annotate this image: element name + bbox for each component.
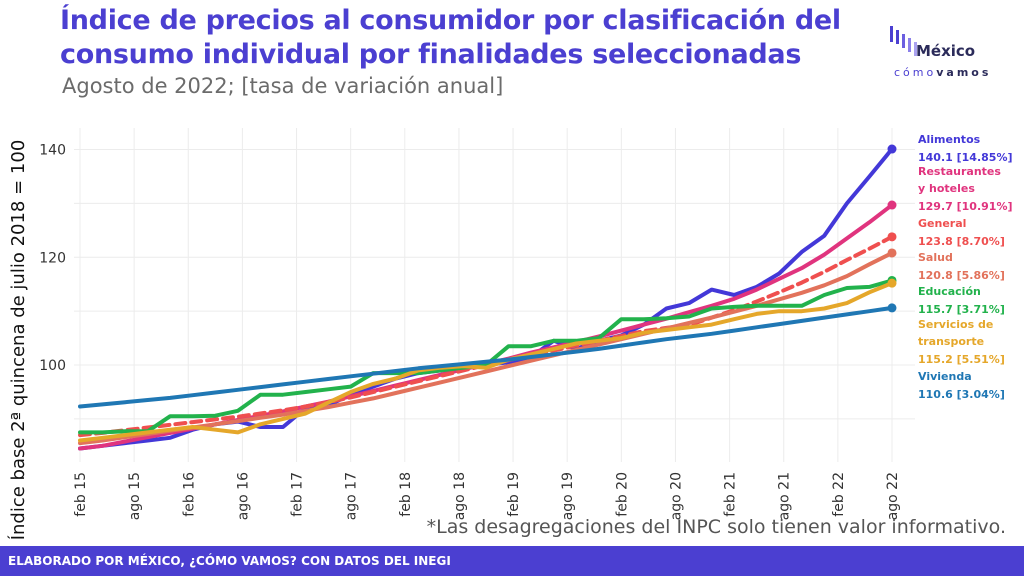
- x-tick-label: ago 16: [235, 472, 251, 520]
- series-end-point: [887, 200, 897, 210]
- y-axis-label: Índice base 2ª quincena de julio 2018 = …: [7, 140, 29, 541]
- x-tick-label: feb 15: [73, 472, 89, 517]
- series-end-point: [887, 303, 897, 313]
- x-tick-label: feb 20: [614, 472, 630, 517]
- series-line: [78, 278, 894, 435]
- series-line: [78, 305, 894, 409]
- series-end-point: [887, 232, 897, 242]
- series-end-point: [887, 278, 897, 288]
- series-value-label: 110.6 [3.04%]: [918, 388, 1005, 401]
- series-name-label: transporte: [918, 335, 984, 348]
- series-name-label: Alimentos: [918, 133, 981, 146]
- x-tick-label: feb 21: [723, 472, 739, 517]
- series-name-label: Servicios de: [918, 318, 993, 331]
- series-end-point: [887, 248, 897, 258]
- series-name-label: y hoteles: [918, 182, 975, 195]
- logo-name: México: [916, 42, 976, 60]
- series-line: [78, 147, 894, 451]
- x-tick-label: feb 22: [831, 472, 847, 517]
- y-tick-label: 100: [39, 358, 66, 374]
- series-value-label: 129.7 [10.91%]: [918, 200, 1013, 213]
- x-tick-label: ago 19: [560, 472, 576, 520]
- series-name-label: Salud: [918, 251, 953, 264]
- chart-subtitle: Agosto de 2022; [tasa de variación anual…: [62, 74, 504, 98]
- chart-title: Índice de precios al consumidor por clas…: [60, 5, 841, 70]
- footer-credit: ELABORADO POR MÉXICO, ¿CÓMO VAMOS? CON D…: [8, 554, 451, 568]
- x-tick-label: ago 21: [777, 472, 793, 520]
- footer-bar: ELABORADO POR MÉXICO, ¿CÓMO VAMOS? CON D…: [0, 546, 1024, 576]
- series-line: [78, 281, 894, 443]
- x-tick-label: ago 20: [668, 472, 684, 520]
- series-name-label: General: [918, 217, 966, 230]
- series-value-label: 115.2 [5.51%]: [918, 353, 1005, 366]
- bars-icon: [890, 26, 917, 56]
- series-end-point: [887, 144, 897, 154]
- x-tick-label: feb 17: [290, 472, 306, 517]
- y-tick-label: 140: [39, 143, 66, 159]
- series-value-label: 120.8 [5.86%]: [918, 269, 1005, 282]
- logo-tagline: cómovamos: [894, 66, 991, 79]
- x-tick-label: ago 18: [452, 472, 468, 520]
- footnote: *Las desagregaciones del INPC solo tiene…: [426, 516, 1006, 538]
- x-tick-label: ago 17: [344, 472, 360, 520]
- x-tick-label: feb 19: [506, 472, 522, 517]
- x-tick-label: ago 22: [885, 472, 901, 520]
- y-tick-label: 120: [39, 250, 66, 266]
- mexico-como-vamos-logo: México cómovamos: [880, 24, 1010, 84]
- series-name-label: Restaurantes: [918, 165, 1001, 178]
- series-name-label: Vivienda: [918, 370, 972, 383]
- x-tick-label: feb 18: [398, 472, 414, 517]
- series-line: [78, 234, 894, 438]
- line-chart: 100 120 140 feb 15 ago 15 feb 16 ago 16 feb 17 a…: [7, 128, 1013, 541]
- series-value-label: 140.1 [14.85%]: [918, 151, 1013, 164]
- logo-tagline-b: vamos: [936, 66, 992, 79]
- series-value-label: 123.8 [8.70%]: [918, 235, 1005, 248]
- series-value-label: 115.7 [3.71%]: [918, 303, 1005, 316]
- logo-tagline-a: cómo: [894, 66, 937, 79]
- x-tick-label: feb 16: [181, 472, 197, 517]
- x-tick-label: ago 15: [127, 472, 143, 520]
- series-name-label: Educación: [918, 285, 981, 298]
